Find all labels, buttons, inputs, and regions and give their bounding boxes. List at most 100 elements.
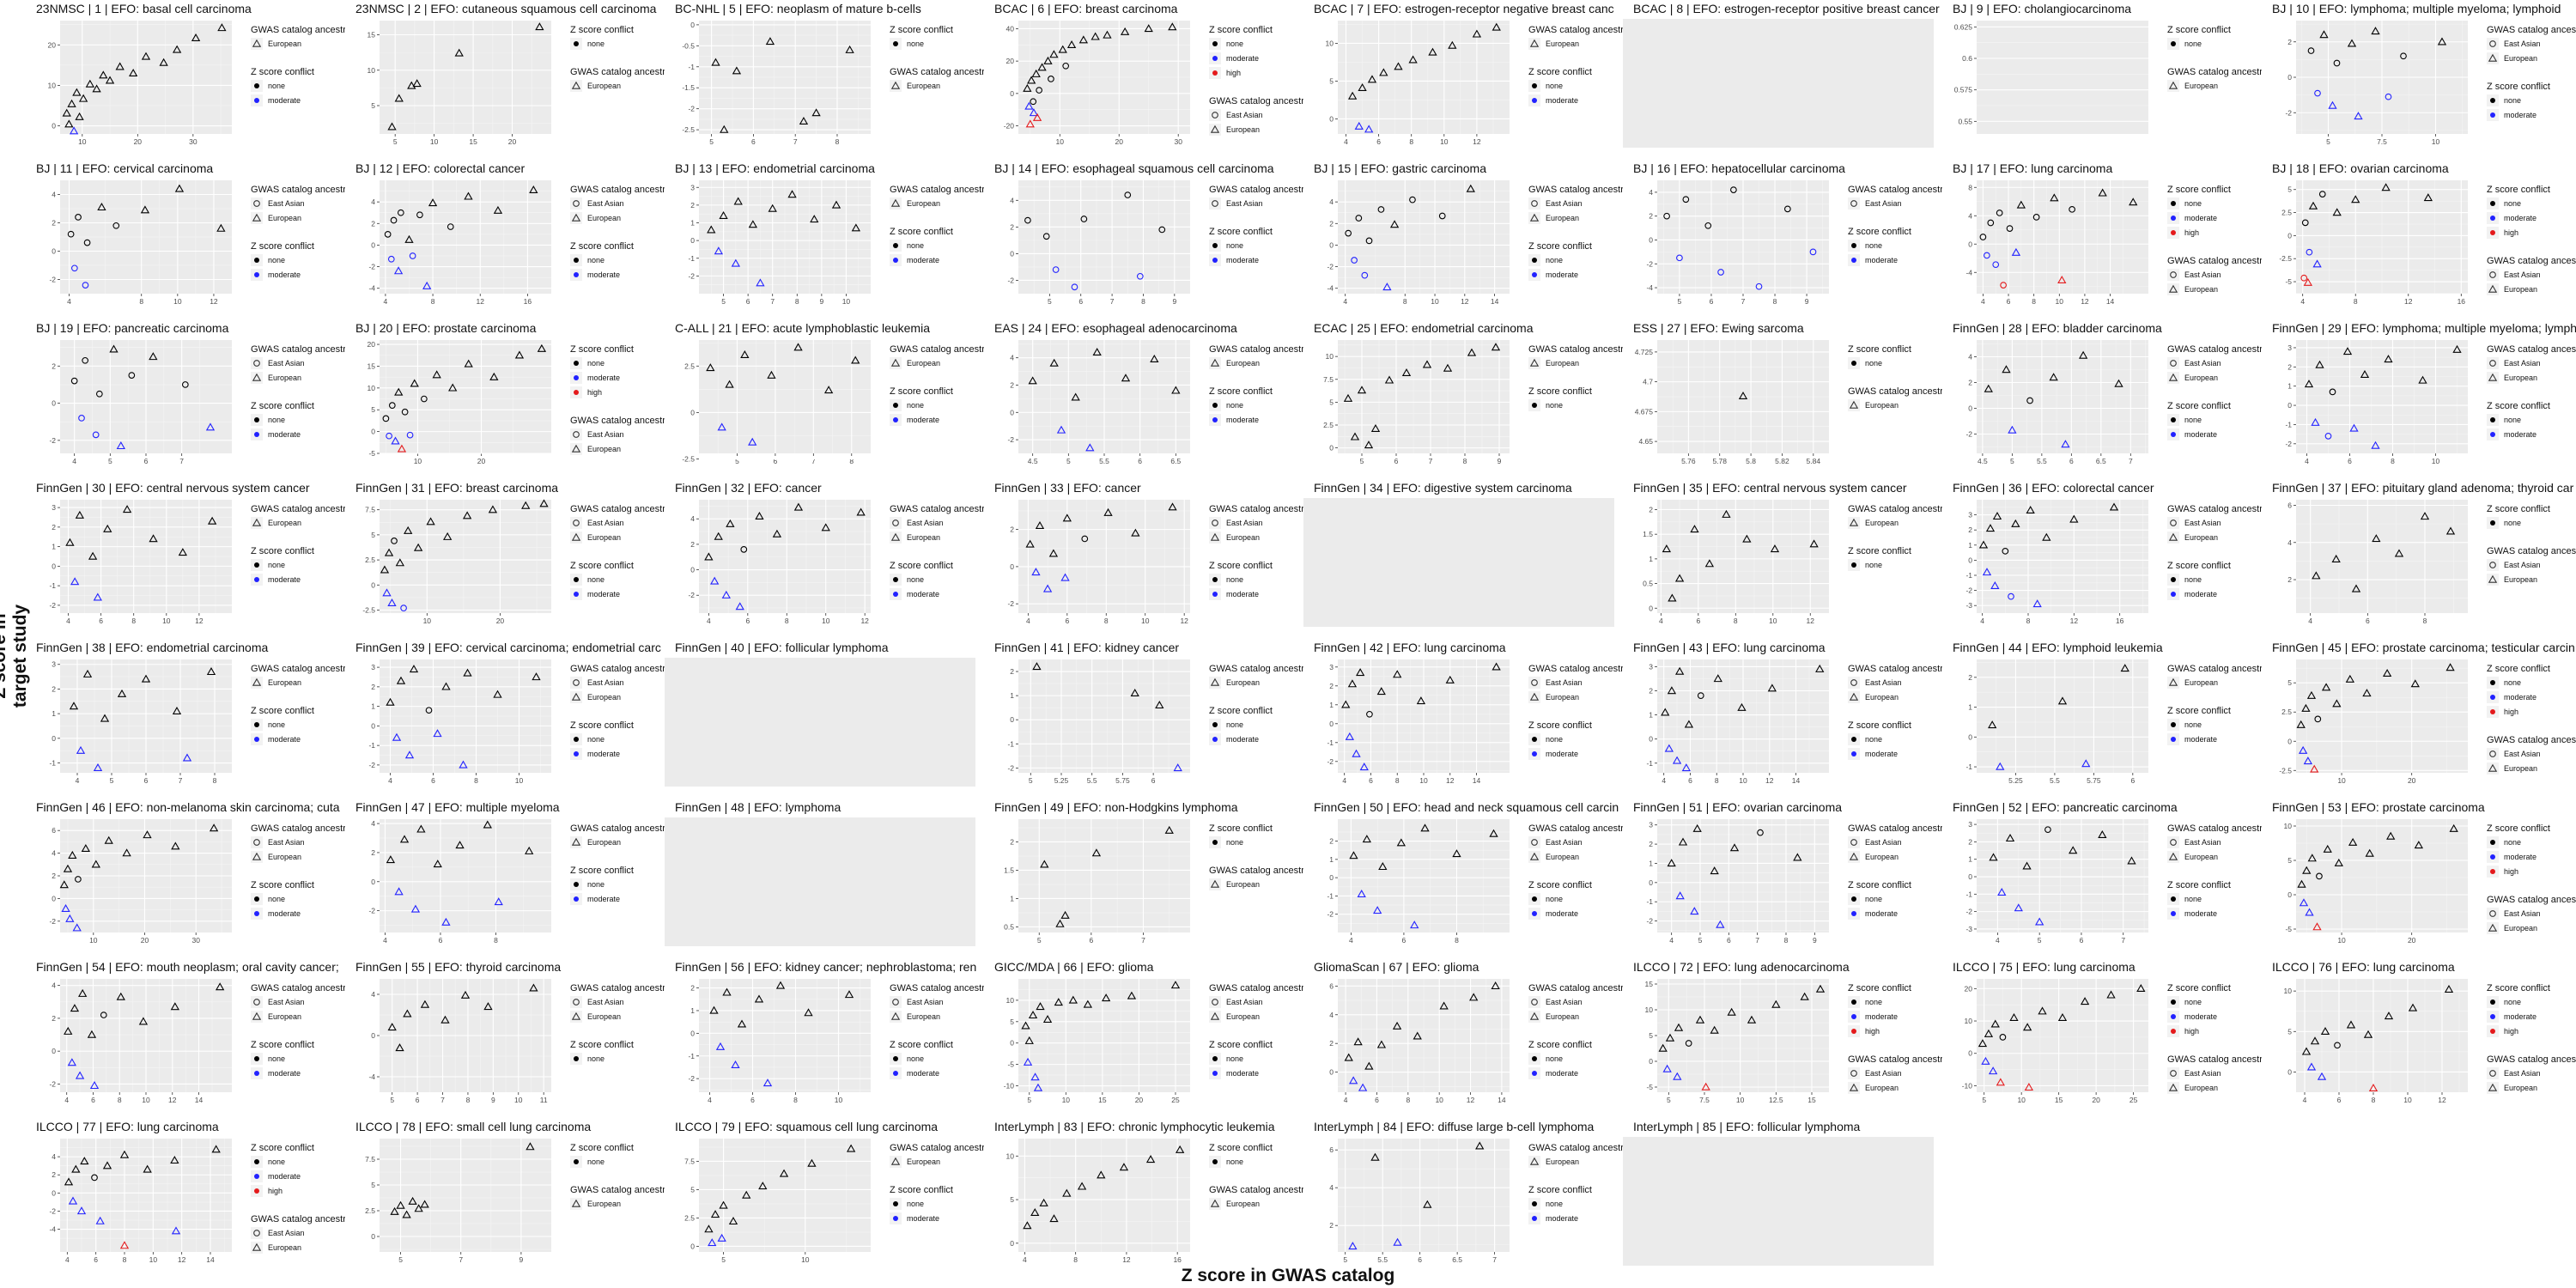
data-point [521, 501, 531, 509]
legend-key-dot [1532, 83, 1537, 88]
facet-panel: BJ | 11 | EFO: cervical carcinoma 4 8 10 12-… [26, 160, 345, 319]
data-point [2032, 599, 2042, 608]
legend-label-ancestry: East Asian [2504, 561, 2541, 569]
data-point [2002, 365, 2011, 374]
y-tick-label: -2 [368, 907, 375, 915]
data-point [410, 379, 419, 387]
legend-label-ancestry: European [2504, 764, 2537, 773]
data-point [1357, 889, 1366, 897]
data-point [64, 1177, 74, 1186]
data-point [1055, 919, 1065, 927]
data-point [1428, 47, 1437, 56]
data-point [2331, 554, 2341, 562]
y-tick-label: -4 [368, 1072, 375, 1081]
legend-key-dot [254, 432, 259, 437]
x-tick-label: 7 [811, 457, 816, 465]
legend-label-ancestry: European [587, 82, 621, 90]
legend-title-conflict: Z score conflict [1528, 1185, 1592, 1195]
y-tick-label: 4 [371, 197, 375, 206]
data-point [2332, 208, 2342, 216]
data-point [387, 122, 397, 131]
data-point [1393, 1237, 1402, 1246]
x-tick-label: 5 [709, 137, 714, 146]
legend-key-symbol [1850, 200, 1857, 207]
data-point [1979, 234, 1987, 240]
data-point [1366, 710, 1373, 718]
y-tick-label: 5 [2287, 1027, 2292, 1036]
y-tick-label: 3 [2287, 343, 2292, 352]
legend-label-ancestry: East Asian [2504, 359, 2541, 368]
x-tick-label: 7 [179, 457, 184, 465]
x-tick-label: 5.5 [1377, 1255, 1388, 1264]
x-tick-label: 6 [774, 457, 778, 465]
legend-title-conflict: Z score conflict [2487, 185, 2550, 195]
data-point [2009, 1012, 2019, 1021]
x-tick-label: 10 [2432, 457, 2440, 465]
legend-label-ancestry: European [2184, 678, 2218, 687]
x-tick-label: 10 [842, 297, 851, 306]
y-tick-label: 2.5 [1323, 421, 1334, 429]
legend-title-conflict: Z score conflict [2487, 983, 2550, 993]
legend-label-conflict: moderate [268, 430, 301, 439]
legend-title-conflict: Z score conflict [1209, 1040, 1273, 1050]
panel-title: FinnGen | 52 | EFO: pancreatic carcinoma [1953, 800, 2178, 814]
legend-label-ancestry: East Asian [1226, 519, 1263, 527]
data-point [2371, 440, 2380, 449]
data-point [1127, 991, 1137, 999]
data-point [68, 1196, 78, 1205]
legend-key-symbol [2489, 271, 2496, 278]
legend-key-dot [254, 1188, 259, 1194]
x-tick-label: 12 [2404, 297, 2413, 306]
x-tick-label: 16 [2116, 617, 2124, 625]
data-point [2098, 829, 2107, 838]
data-point [1492, 22, 1501, 31]
x-tick-label: 10 [173, 297, 182, 306]
legend-key [1528, 836, 1540, 848]
data-point [1658, 1043, 1668, 1052]
x-tick-label: 10 [515, 776, 524, 785]
y-tick-label: 0 [1968, 240, 1972, 248]
x-tick-label: 10 [142, 1096, 150, 1104]
empty-panel-background [1303, 498, 1614, 627]
y-tick-label: 3 [371, 663, 375, 671]
data-point [728, 1217, 738, 1225]
data-point [1361, 271, 1369, 279]
legend-label-conflict: none [2184, 575, 2202, 584]
data-point [1036, 1002, 1045, 1011]
data-point [1377, 206, 1385, 213]
data-point [856, 507, 866, 516]
panel-plot [1623, 19, 1934, 148]
legend-key-symbol [252, 1012, 262, 1020]
x-tick-label: 8 [1073, 1255, 1078, 1264]
data-point [1173, 763, 1182, 772]
data-point [1491, 981, 1500, 990]
legend-key [251, 996, 263, 1008]
legend-key-symbol [253, 200, 260, 207]
legend-title-ancestry: GWAS catalog ancestry [251, 823, 345, 834]
data-point [2385, 93, 2392, 100]
legend-label-ancestry: European [1226, 359, 1260, 368]
data-point [717, 1233, 726, 1242]
data-point [2301, 703, 2311, 712]
y-tick-label: 1 [1329, 701, 1334, 709]
data-point [831, 200, 841, 209]
legend-key-symbol [1210, 677, 1220, 686]
legend-key-symbol [1531, 999, 1538, 1005]
legend-title-conflict: Z score conflict [2167, 880, 2231, 890]
legend-key-dot [254, 577, 259, 582]
x-tick-label: 7 [440, 1096, 445, 1104]
panel-title: FinnGen | 53 | EFO: prostate carcinoma [2272, 800, 2485, 814]
y-tick-label: 0.575 [1954, 86, 1973, 94]
x-tick-label: 4 [1659, 617, 1663, 625]
y-tick-label: 0 [1968, 872, 1972, 881]
panel-plot [665, 817, 975, 946]
x-tick-label: 5.75 [1115, 776, 1130, 785]
legend-key-dot [574, 272, 579, 277]
data-point [2362, 689, 2372, 697]
panel-title: ILCCO | 75 | EFO: lung carcinoma [1953, 960, 2136, 974]
x-tick-label: 7 [1429, 457, 1433, 465]
data-point [1121, 374, 1131, 382]
y-tick-label: 2 [52, 361, 56, 370]
